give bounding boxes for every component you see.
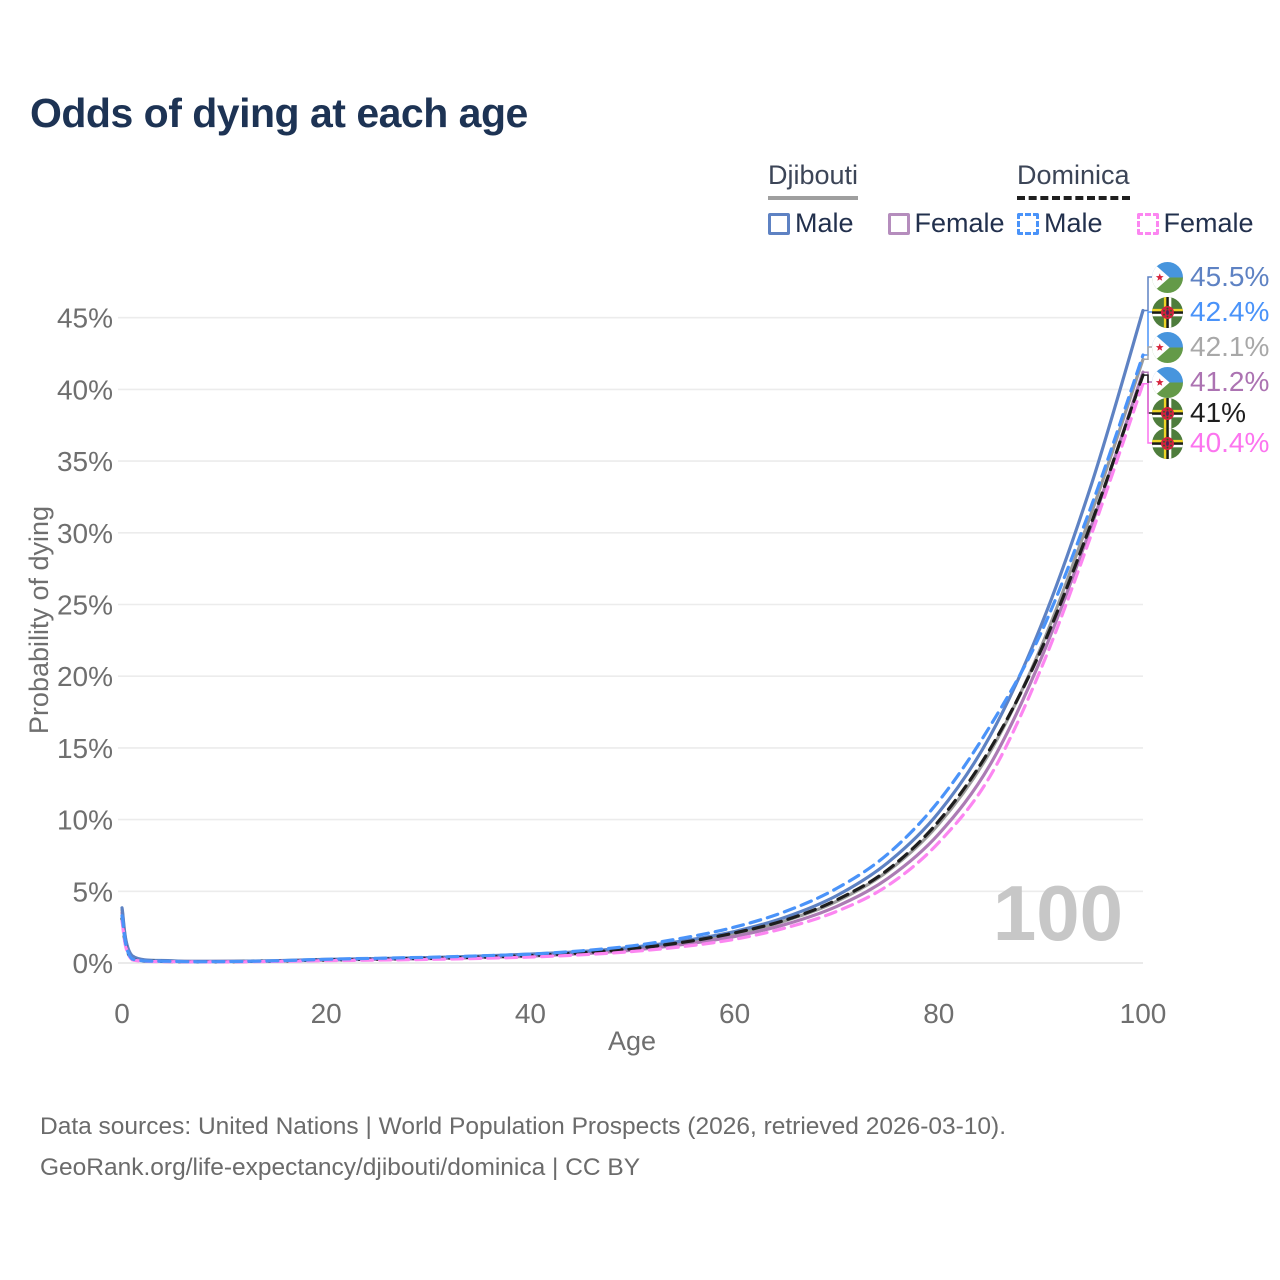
line-chart: 0% 5% 10% 15% 20% 25% 30% 35% 40% 45% 100 0 20 40 60 80… bbox=[24, 276, 1167, 1056]
y-tick-label: 0% bbox=[73, 948, 113, 979]
dominica-flag-icon bbox=[1152, 397, 1183, 429]
end-label-value: 41.2% bbox=[1190, 366, 1270, 397]
legend-label: Male bbox=[1044, 208, 1103, 238]
end-label-value: 42.4% bbox=[1190, 296, 1270, 327]
legend-item-djibouti-male[interactable]: Male bbox=[768, 208, 854, 239]
y-tick-label: 40% bbox=[57, 374, 113, 405]
y-tick-label: 45% bbox=[57, 303, 113, 334]
legend-label: Female bbox=[1163, 208, 1254, 238]
y-tick-label: 15% bbox=[57, 733, 113, 764]
y-tick-label: 35% bbox=[57, 446, 113, 477]
end-label-connector bbox=[1143, 311, 1154, 356]
y-tick-label: 10% bbox=[57, 805, 113, 836]
end-label-value: 41% bbox=[1190, 397, 1247, 428]
y-tick-label: 30% bbox=[57, 518, 113, 549]
x-axis-title: Age bbox=[608, 1026, 656, 1056]
footer-source-line: Data sources: United Nations | World Pop… bbox=[40, 1113, 1007, 1140]
dominica-flag-icon bbox=[1152, 296, 1183, 328]
legend-group-djibouti: Djibouti Male Female bbox=[768, 160, 1039, 239]
legend-country-dominica[interactable]: Dominica bbox=[1017, 160, 1130, 200]
legend-swatch-djibouti-male bbox=[768, 212, 790, 235]
legend-item-djibouti-female[interactable]: Female bbox=[887, 208, 1005, 239]
hover-age-watermark: 100 bbox=[993, 869, 1123, 957]
end-label-dominica-male[interactable]: 42.4% bbox=[1152, 296, 1269, 328]
footer-url-line: GeoRank.org/life-expectancy/djibouti/dom… bbox=[40, 1154, 641, 1181]
y-axis-title: Probability of dying bbox=[24, 506, 54, 734]
end-label-connector bbox=[1143, 346, 1154, 361]
y-tick-label: 5% bbox=[73, 876, 113, 907]
end-label-dominica-female[interactable]: 40.4% bbox=[1152, 427, 1269, 459]
x-tick-label: 80 bbox=[923, 998, 954, 1029]
end-label-djibouti-female[interactable]: 41.2% bbox=[1152, 366, 1269, 398]
x-tick-label: 20 bbox=[311, 998, 342, 1029]
end-label-connector bbox=[1143, 382, 1154, 444]
series-line-dominica-male[interactable] bbox=[120, 353, 1145, 964]
x-tick-label: 0 bbox=[114, 998, 130, 1029]
djibouti-flag-icon bbox=[1152, 261, 1183, 293]
dominica-flag-icon bbox=[1152, 427, 1183, 459]
legend-swatch-dominica-male bbox=[1017, 212, 1039, 235]
y-tick-label: 20% bbox=[57, 661, 113, 692]
legend-swatch-djibouti-female bbox=[887, 212, 910, 235]
end-label-dominica-both-sexes[interactable]: 41% bbox=[1152, 397, 1246, 429]
legend-label: Female bbox=[914, 208, 1005, 238]
end-label-connector bbox=[1143, 276, 1154, 312]
legend-swatch-dominica-female bbox=[1136, 212, 1159, 235]
x-tick-label: 40 bbox=[515, 998, 546, 1029]
series-line-dominica-female[interactable] bbox=[120, 382, 1145, 964]
series-line-djibouti-male[interactable] bbox=[120, 308, 1145, 964]
end-label-value: 42.1% bbox=[1190, 331, 1270, 362]
chart-title: Odds of dying at each age bbox=[30, 90, 528, 136]
djibouti-flag-icon bbox=[1152, 366, 1183, 398]
legend-label: Male bbox=[795, 208, 854, 238]
legend-item-dominica-female[interactable]: Female bbox=[1136, 208, 1254, 239]
x-tick-label: 100 bbox=[1120, 998, 1167, 1029]
end-label-djibouti-both-sexes[interactable]: 42.1% bbox=[1152, 331, 1269, 363]
legend-group-dominica: Dominica Male Female bbox=[1017, 160, 1280, 239]
end-label-value: 45.5% bbox=[1190, 261, 1270, 292]
x-tick-label: 60 bbox=[719, 998, 750, 1029]
y-tick-label: 25% bbox=[57, 590, 113, 621]
series-line-dominica-both-sexes[interactable] bbox=[120, 373, 1145, 964]
series-line-djibouti-both-sexes[interactable] bbox=[120, 357, 1145, 964]
end-label-djibouti-male[interactable]: 45.5% bbox=[1152, 261, 1269, 293]
legend-item-dominica-male[interactable]: Male bbox=[1017, 208, 1103, 239]
legend-country-djibouti[interactable]: Djibouti bbox=[768, 160, 859, 200]
djibouti-flag-icon bbox=[1152, 331, 1183, 363]
end-label-value: 40.4% bbox=[1190, 427, 1270, 458]
footer: Data sources: United Nations | World Pop… bbox=[40, 1106, 1006, 1188]
